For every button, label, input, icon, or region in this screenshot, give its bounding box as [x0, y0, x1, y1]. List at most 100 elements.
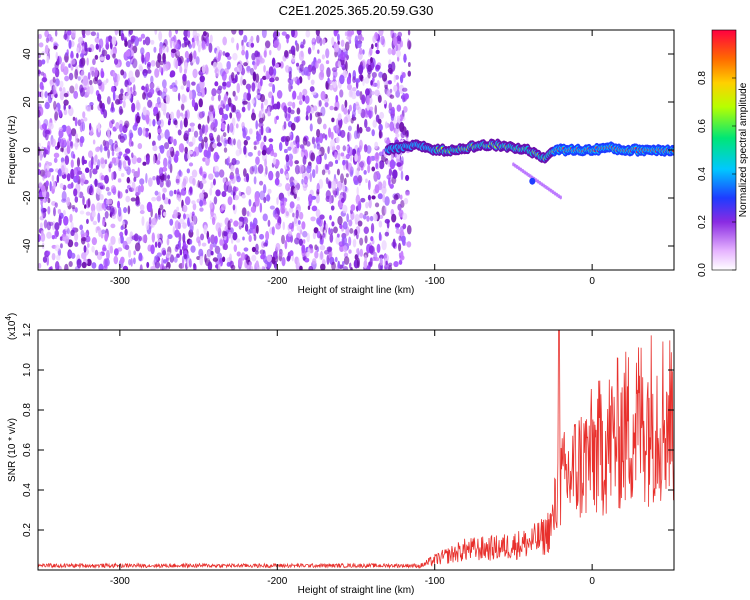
- noise-speck: [352, 86, 357, 92]
- noise-speck: [156, 233, 161, 240]
- noise-speck: [81, 236, 87, 242]
- noise-speck: [222, 81, 227, 87]
- noise-speck: [77, 76, 81, 81]
- noise-speck: [399, 40, 404, 48]
- noise-speck: [184, 196, 191, 206]
- noise-speck: [347, 131, 350, 142]
- noise-speck: [210, 181, 214, 189]
- noise-speck: [91, 69, 95, 77]
- noise-speck: [118, 151, 123, 156]
- noise-speck: [353, 130, 358, 140]
- noise-speck: [253, 62, 258, 70]
- noise-speck: [60, 165, 65, 176]
- noise-speck: [60, 147, 64, 152]
- noise-speck: [195, 56, 200, 65]
- noise-speck: [247, 101, 251, 111]
- noise-speck: [158, 110, 161, 120]
- noise-speck: [106, 96, 111, 105]
- noise-speck: [342, 155, 347, 160]
- noise-speck: [148, 177, 153, 187]
- noise-speck: [68, 104, 71, 110]
- signal-streak: [559, 195, 562, 200]
- noise-speck: [104, 210, 109, 219]
- noise-speck: [141, 85, 145, 91]
- noise-speck: [157, 52, 162, 63]
- noise-speck: [122, 240, 128, 250]
- noise-speck: [54, 260, 60, 270]
- noise-speck: [316, 143, 321, 150]
- noise-speck: [319, 214, 325, 220]
- colorbar-ticks: 0.0 0.2 0.4 0.6 0.8: [697, 71, 736, 277]
- noise-speck: [217, 51, 222, 61]
- noise-speck: [53, 82, 58, 93]
- noise-speck: [336, 144, 341, 151]
- noise-speck: [243, 168, 247, 178]
- noise-speck: [259, 78, 263, 87]
- noise-speck: [233, 138, 236, 146]
- noise-speck: [256, 88, 260, 96]
- noise-speck: [374, 184, 380, 194]
- noise-speck: [216, 134, 221, 144]
- noise-speck: [56, 254, 61, 261]
- noise-speck: [176, 253, 180, 258]
- noise-speck: [113, 248, 119, 256]
- noise-speck: [217, 85, 223, 91]
- noise-speck: [151, 196, 157, 202]
- noise-speck: [389, 121, 394, 132]
- noise-speck: [54, 93, 58, 99]
- noise-speck: [357, 220, 363, 227]
- noise-speck: [200, 233, 205, 241]
- noise-speck: [74, 132, 78, 142]
- noise-speck: [334, 151, 338, 160]
- noise-speck: [209, 202, 214, 210]
- noise-speck: [42, 197, 46, 203]
- noise-speck: [344, 99, 348, 108]
- noise-speck: [398, 84, 405, 94]
- noise-speck: [191, 200, 196, 205]
- noise-speck: [85, 211, 91, 216]
- noise-speck: [158, 145, 164, 150]
- noise-speck: [276, 197, 279, 206]
- noise-speck: [142, 234, 148, 243]
- noise-speck: [85, 30, 91, 36]
- noise-speck: [319, 239, 323, 245]
- noise-speck: [93, 77, 99, 85]
- noise-speck: [70, 168, 75, 180]
- figure-title: C2E1.2025.365.20.59.G30: [279, 3, 434, 18]
- noise-speck: [55, 51, 59, 60]
- noise-speck: [101, 229, 106, 235]
- noise-speck: [182, 222, 187, 229]
- noise-speck: [101, 202, 105, 209]
- noise-speck: [52, 180, 57, 190]
- noise-speck: [377, 193, 383, 200]
- noise-speck: [311, 205, 318, 212]
- noise-speck: [229, 122, 234, 133]
- noise-speck: [74, 241, 79, 247]
- noise-speck: [145, 221, 150, 231]
- noise-speck: [367, 194, 371, 201]
- noise-speck: [368, 198, 372, 209]
- noise-speck: [271, 226, 275, 236]
- noise-speck: [208, 105, 214, 112]
- noise-speck: [180, 188, 187, 196]
- noise-speck: [343, 116, 349, 125]
- noise-speck: [407, 61, 411, 67]
- noise-speck: [289, 250, 294, 257]
- noise-speck: [251, 112, 256, 121]
- noise-speck: [166, 174, 171, 180]
- noise-speck: [267, 111, 272, 117]
- noise-speck: [405, 191, 410, 196]
- noise-speck: [158, 31, 163, 42]
- noise-speck: [379, 111, 385, 120]
- noise-speck: [44, 101, 50, 110]
- noise-speck: [181, 180, 186, 191]
- noise-speck: [310, 216, 316, 222]
- noise-speck: [169, 38, 173, 49]
- noise-speck: [296, 78, 300, 86]
- noise-speck: [347, 125, 352, 132]
- noise-speck: [178, 169, 182, 177]
- noise-speck: [341, 236, 348, 245]
- noise-speck: [115, 147, 121, 152]
- noise-speck: [397, 31, 403, 38]
- noise-speck: [287, 101, 293, 107]
